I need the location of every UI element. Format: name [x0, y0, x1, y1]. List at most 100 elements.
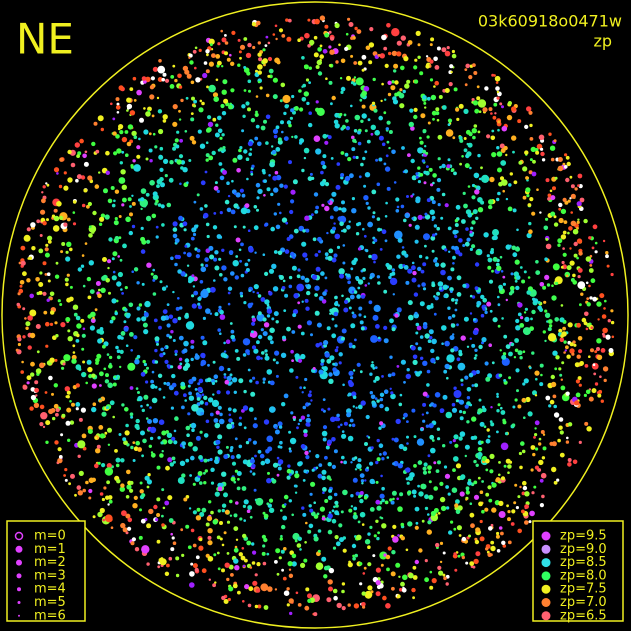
star — [565, 391, 570, 396]
star — [249, 566, 253, 569]
star — [510, 522, 515, 526]
star — [257, 334, 263, 340]
star — [334, 348, 339, 353]
star — [217, 42, 221, 46]
star — [244, 558, 248, 563]
star — [551, 295, 557, 301]
star — [242, 405, 249, 411]
star — [98, 288, 101, 292]
star — [273, 250, 278, 254]
star — [505, 197, 509, 201]
star — [407, 153, 411, 158]
star — [146, 523, 152, 529]
star — [170, 547, 175, 552]
star — [286, 36, 292, 42]
star — [386, 186, 391, 191]
magnitude-label: m=5 — [34, 595, 66, 610]
zp-label: zp=7.0 — [560, 595, 607, 610]
star — [88, 225, 92, 229]
star — [394, 92, 399, 97]
star — [213, 212, 217, 215]
star — [174, 353, 178, 356]
star — [510, 342, 515, 347]
star — [360, 400, 366, 406]
star — [431, 110, 437, 116]
star — [384, 166, 391, 172]
star — [353, 603, 360, 609]
star — [422, 129, 427, 133]
star — [67, 336, 73, 342]
star — [58, 184, 63, 189]
star — [212, 583, 217, 588]
star — [414, 58, 418, 62]
star — [540, 147, 544, 151]
star — [221, 111, 227, 116]
star — [46, 298, 50, 302]
star — [98, 425, 104, 430]
star — [50, 310, 55, 315]
star — [230, 455, 235, 460]
star — [396, 40, 402, 46]
star — [422, 391, 428, 397]
star — [547, 333, 557, 342]
star — [205, 158, 209, 162]
star — [188, 159, 192, 162]
star — [116, 148, 122, 154]
star — [154, 202, 158, 206]
star — [373, 238, 378, 243]
star — [354, 338, 357, 342]
star — [496, 197, 500, 202]
star — [444, 248, 448, 252]
star — [505, 153, 508, 157]
star — [493, 235, 498, 241]
star — [348, 342, 353, 347]
star — [495, 477, 501, 482]
star — [357, 130, 361, 135]
star — [26, 227, 31, 232]
star — [185, 458, 190, 463]
star — [214, 491, 220, 497]
star — [500, 410, 506, 415]
star — [474, 108, 480, 114]
star — [519, 323, 525, 328]
star — [557, 438, 561, 443]
star — [113, 151, 118, 156]
star — [95, 357, 100, 363]
star — [573, 343, 577, 347]
star — [451, 298, 455, 302]
star — [223, 277, 228, 282]
star — [346, 273, 351, 278]
star — [242, 600, 245, 603]
star — [517, 302, 523, 308]
star — [578, 383, 582, 387]
star — [481, 337, 487, 343]
star — [107, 259, 112, 264]
star — [244, 584, 250, 590]
star — [53, 167, 60, 173]
star — [121, 184, 128, 190]
star — [497, 324, 501, 328]
star — [180, 528, 184, 532]
star — [340, 86, 346, 92]
star — [543, 300, 547, 304]
star — [331, 191, 337, 197]
star — [91, 141, 96, 147]
star — [545, 243, 552, 250]
star — [251, 345, 257, 350]
star — [541, 158, 546, 162]
star — [498, 461, 501, 464]
star — [308, 66, 312, 70]
star — [435, 107, 440, 112]
star — [283, 136, 289, 142]
star — [550, 381, 557, 388]
star — [357, 458, 362, 463]
star — [558, 202, 563, 208]
star — [229, 322, 233, 325]
star — [119, 486, 126, 492]
star — [281, 34, 286, 38]
star — [161, 430, 167, 436]
star — [191, 274, 195, 278]
star — [434, 296, 439, 301]
star — [333, 253, 338, 258]
star — [146, 366, 149, 370]
